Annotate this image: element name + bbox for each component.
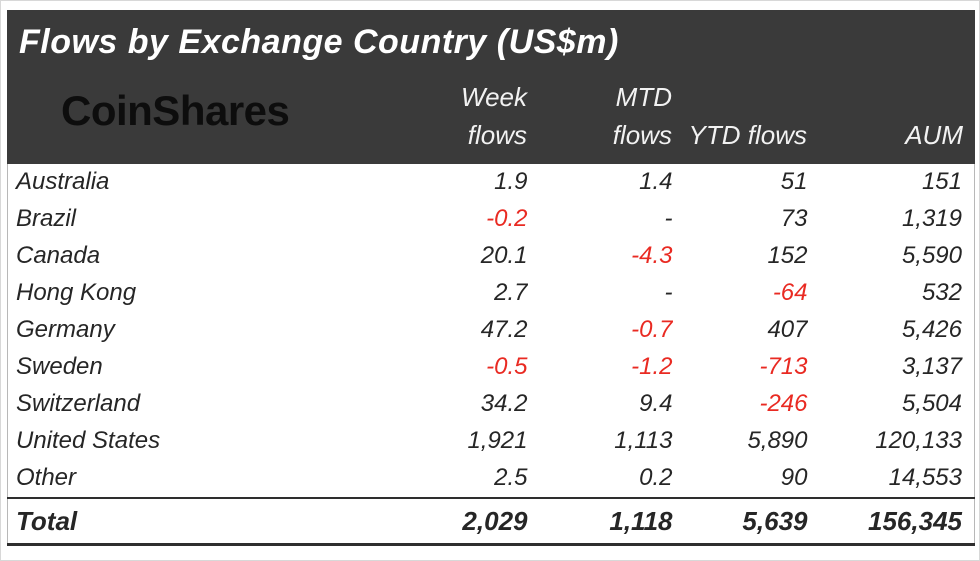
column-header-mtd-flows: MTD flows [612, 82, 672, 150]
cell-aum: 5,504 [901, 390, 962, 417]
coinshares-logo: CoinShares [7, 89, 421, 133]
table-row: Other 2.5 0.2 90 14,553 [8, 460, 975, 498]
cell-aum: 5,590 [901, 242, 962, 269]
table-row: Switzerland 34.2 9.4 -246 5,504 [8, 386, 975, 423]
cell-total-ytd-flows: 5,639 [672, 497, 808, 545]
cell-total-mtd-flows: 1,118 [527, 497, 673, 545]
table-row: Brazil -0.2 - 73 1,319 [8, 201, 975, 238]
cell-week-flows: 2.5 [494, 464, 528, 491]
table-row: Australia 1.9 1.4 51 151 [8, 164, 975, 201]
cell-week-flows: 47.2 [480, 316, 528, 343]
cell-aum: 5,426 [901, 316, 962, 343]
cell-mtd-flows: -0.7 [631, 316, 673, 343]
cell-mtd-flows: 0.2 [639, 464, 673, 491]
cell-total-label: Total [7, 497, 422, 545]
cell-country: Switzerland [16, 390, 141, 417]
cell-ytd-flows: 152 [767, 242, 808, 269]
cell-ytd-flows: 73 [780, 205, 808, 232]
table-header: Flows by Exchange Country (US$m) CoinSha… [7, 10, 975, 164]
cell-mtd-flows: 1,113 [614, 427, 673, 454]
cell-aum: 151 [921, 168, 962, 195]
cell-mtd-flows: -1.2 [631, 353, 673, 380]
table-row: Hong Kong 2.7 - -64 532 [8, 275, 975, 312]
cell-ytd-flows: 51 [780, 168, 808, 195]
table-row: United States 1,921 1,113 5,890 120,133 [8, 423, 975, 460]
cell-week-flows: 34.2 [480, 390, 528, 417]
table-row: Canada 20.1 -4.3 152 5,590 [8, 238, 975, 275]
cell-total-aum: 156,345 [807, 497, 975, 545]
cell-ytd-flows: 407 [767, 316, 808, 343]
page-title: Flows by Exchange Country (US$m) [19, 23, 619, 61]
column-header-ytd-flows: YTD flows [688, 120, 807, 150]
cell-mtd-flows: 1.4 [639, 168, 673, 195]
cell-mtd-flows: - [664, 279, 673, 306]
flows-by-country-table: Australia 1.9 1.4 51 151 Brazil -0.2 - 7… [7, 164, 975, 546]
cell-week-flows: -0.2 [486, 205, 528, 232]
cell-mtd-flows: 9.4 [639, 390, 673, 417]
column-header-row: CoinShares Week flows MTD flows YTD flow… [7, 66, 975, 156]
cell-aum: 3,137 [901, 353, 962, 380]
cell-ytd-flows: 90 [780, 464, 808, 491]
cell-aum: 1,319 [901, 205, 962, 232]
cell-mtd-flows: - [664, 205, 673, 232]
cell-week-flows: 1.9 [494, 168, 528, 195]
cell-aum: 14,553 [888, 464, 962, 491]
cell-ytd-flows: -246 [759, 390, 808, 417]
table-row: Sweden -0.5 -1.2 -713 3,137 [8, 349, 975, 386]
cell-country: Germany [16, 316, 115, 343]
cell-aum: 532 [921, 279, 962, 306]
cell-total-week-flows: 2,029 [421, 497, 528, 545]
cell-week-flows: 1,921 [467, 427, 528, 454]
cell-country: Australia [16, 168, 110, 195]
cell-country: United States [16, 427, 161, 454]
coinshares-logo-text: CoinShares [61, 87, 290, 134]
cell-week-flows: 2.7 [494, 279, 528, 306]
cell-ytd-flows: 5,890 [747, 427, 808, 454]
cell-week-flows: 20.1 [480, 242, 528, 269]
cell-ytd-flows: -713 [759, 353, 808, 380]
table-row: Germany 47.2 -0.7 407 5,426 [8, 312, 975, 349]
cell-country: Hong Kong [16, 279, 137, 306]
cell-country: Canada [16, 242, 101, 269]
cell-ytd-flows: -64 [772, 279, 808, 306]
flows-table-card: Flows by Exchange Country (US$m) CoinSha… [7, 10, 975, 546]
table-total-row: Total 2,029 1,118 5,639 156,345 [7, 497, 975, 545]
cell-mtd-flows: -4.3 [631, 242, 673, 269]
cell-aum: 120,133 [875, 427, 962, 454]
cell-week-flows: -0.5 [486, 353, 528, 380]
column-header-aum: AUM [905, 120, 963, 150]
cell-country: Other [16, 464, 77, 491]
cell-country: Brazil [16, 205, 77, 232]
column-header-week-flows: Week flows [461, 82, 527, 150]
cell-country: Sweden [16, 353, 103, 380]
